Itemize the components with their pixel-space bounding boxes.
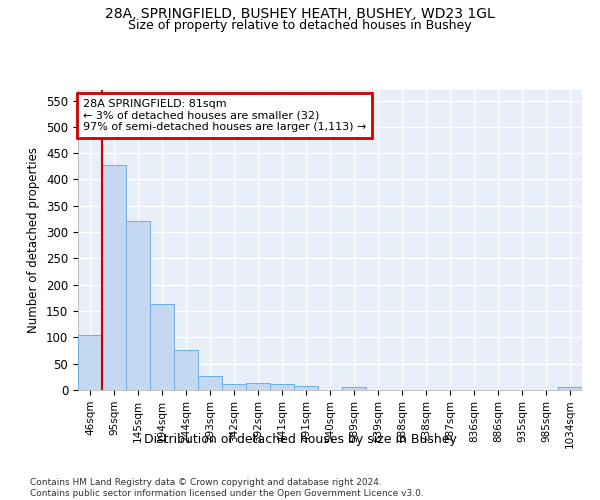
Bar [558, 387, 582, 390]
Text: Distribution of detached houses by size in Bushey: Distribution of detached houses by size … [143, 432, 457, 446]
Bar [270, 384, 294, 390]
Bar [174, 350, 198, 390]
Text: 28A, SPRINGFIELD, BUSHEY HEATH, BUSHEY, WD23 1GL: 28A, SPRINGFIELD, BUSHEY HEATH, BUSHEY, … [105, 8, 495, 22]
Text: Contains HM Land Registry data © Crown copyright and database right 2024.
Contai: Contains HM Land Registry data © Crown c… [30, 478, 424, 498]
Bar [246, 383, 270, 390]
Bar [342, 387, 366, 390]
Bar [150, 304, 174, 390]
Bar [294, 386, 318, 390]
Bar [198, 376, 222, 390]
Bar [126, 220, 150, 390]
Text: 28A SPRINGFIELD: 81sqm
← 3% of detached houses are smaller (32)
97% of semi-deta: 28A SPRINGFIELD: 81sqm ← 3% of detached … [83, 99, 367, 132]
Text: Size of property relative to detached houses in Bushey: Size of property relative to detached ho… [128, 19, 472, 32]
Bar [102, 164, 126, 390]
Y-axis label: Number of detached properties: Number of detached properties [28, 147, 40, 333]
Bar [78, 336, 102, 390]
Bar [222, 384, 246, 390]
